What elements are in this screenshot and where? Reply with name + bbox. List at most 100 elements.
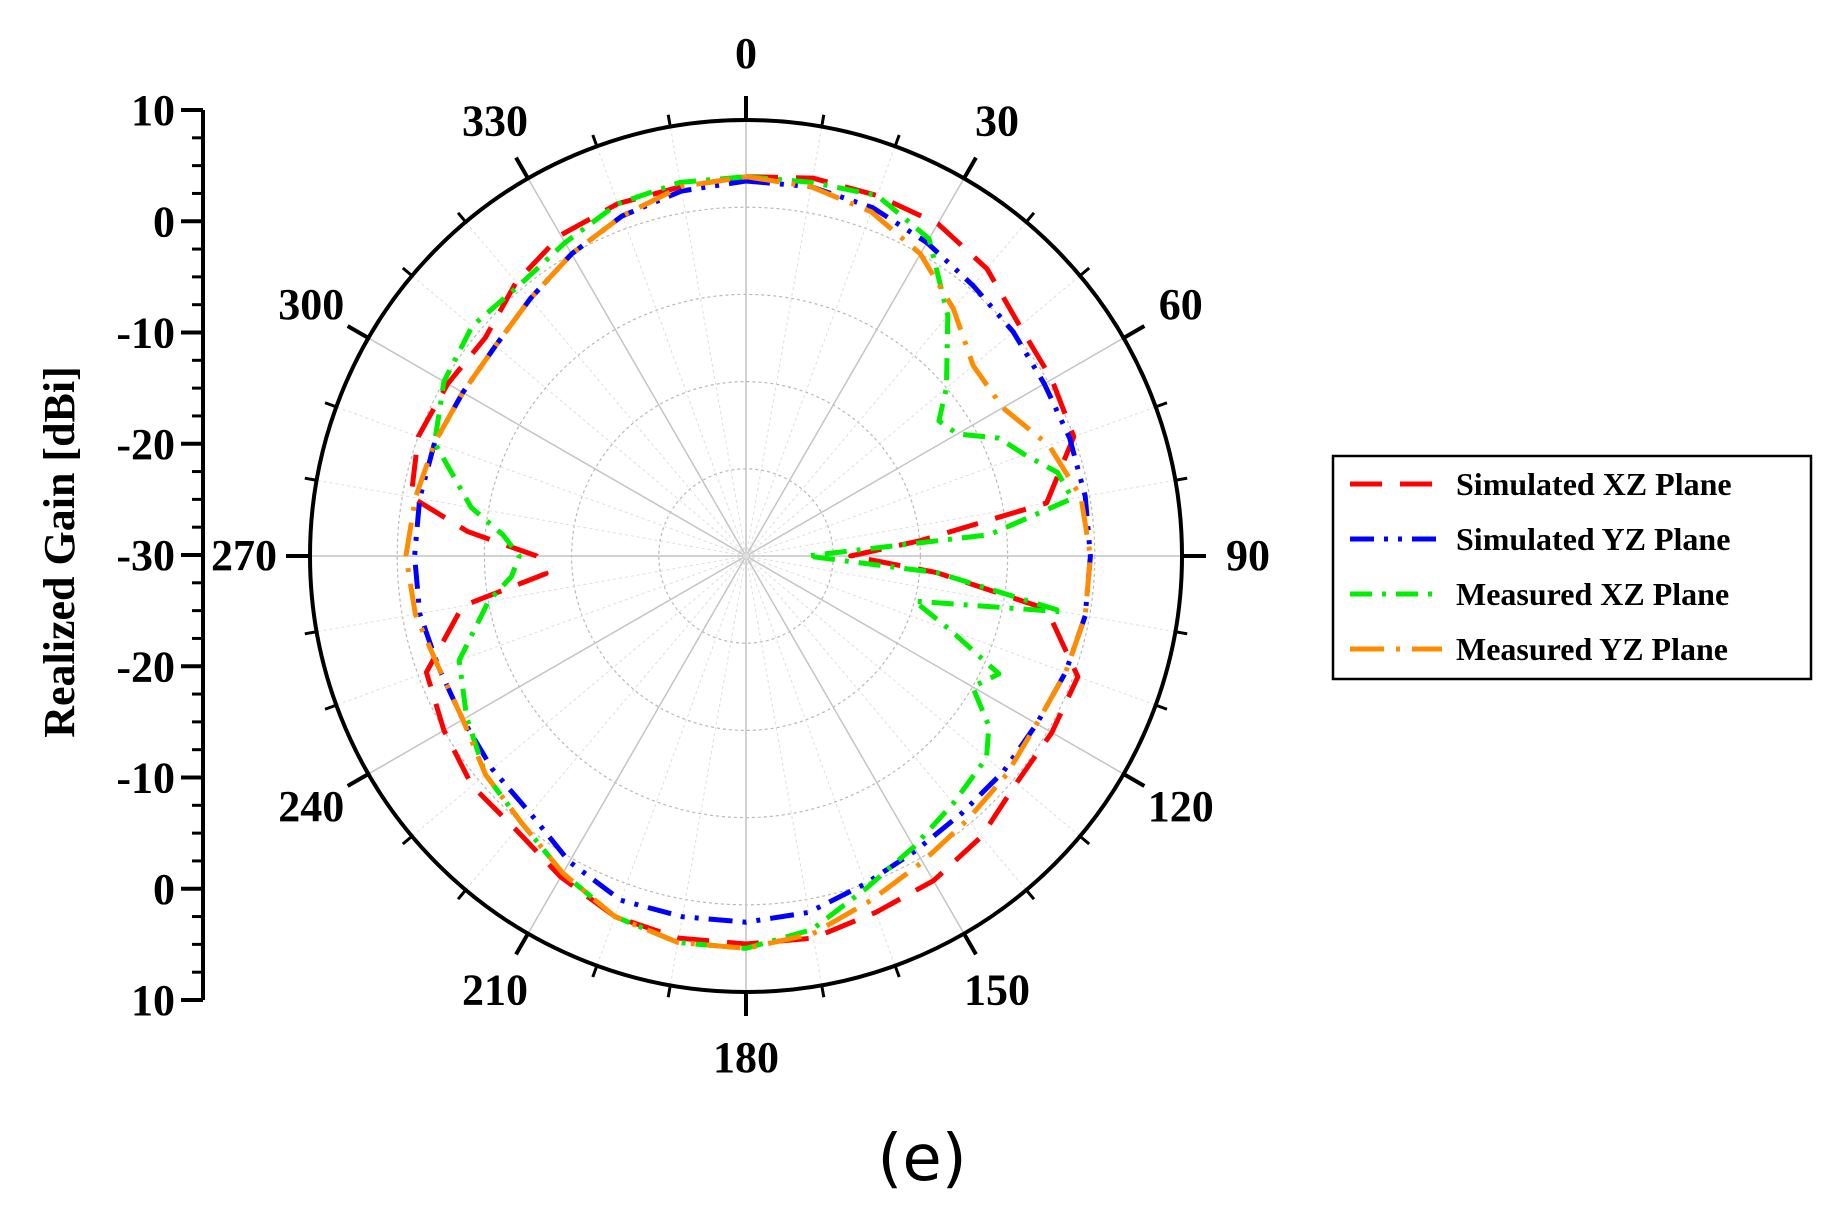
radial-tick-label-7: 0 <box>153 865 175 914</box>
angle-tick-minor-70 <box>1155 401 1168 409</box>
grid-minor-spoke-50 <box>745 275 1081 557</box>
radial-tick-label-5: -20 <box>116 642 175 691</box>
angle-label-0: 0 <box>735 29 757 78</box>
angle-tick-minor-170 <box>820 985 826 998</box>
grid-spoke-150 <box>745 555 965 934</box>
legend-label-2: Simulated YZ Plane <box>1456 521 1730 557</box>
figure-caption: (e) <box>877 1122 966 1196</box>
legend-box <box>1331 454 1813 681</box>
angle-tick-minor-230 <box>401 835 413 846</box>
series-line-3 <box>432 174 1075 951</box>
series-layer <box>403 174 1093 951</box>
grid-minor-spoke-290 <box>336 406 747 557</box>
grid-spoke-300 <box>368 337 747 557</box>
radial-tick-label-0: 10 <box>131 86 175 135</box>
radial-tick-label-2: -10 <box>116 309 175 358</box>
radial-tick-label-3: -20 <box>116 420 175 469</box>
grid-minor-spoke-160 <box>745 555 896 966</box>
grid-minor-spoke-310 <box>411 275 747 557</box>
legend-label-1: Simulated XZ Plane <box>1456 466 1732 502</box>
legend: Simulated XZ Plane Simulated YZ Plane Meas… <box>1331 454 1813 681</box>
grid-spoke-30 <box>745 178 965 557</box>
angle-label-30: 30 <box>975 96 1019 145</box>
angle-label-150: 150 <box>964 966 1030 1015</box>
angle-tick-minor-160 <box>893 965 901 978</box>
angle-label-60: 60 <box>1159 280 1203 329</box>
angle-tick-minor-190 <box>666 985 672 998</box>
angle-tick-minor-320 <box>456 211 467 223</box>
angle-tick-minor-280 <box>304 476 317 482</box>
angle-tick-major-150 <box>962 932 978 956</box>
grid-spoke-120 <box>745 555 1124 775</box>
grid-minor-spoke-350 <box>669 126 747 557</box>
grid-minor-spoke-140 <box>745 555 1027 891</box>
angle-tick-minor-130 <box>1079 835 1091 846</box>
angle-label-240: 240 <box>278 782 344 831</box>
angle-label-90: 90 <box>1226 531 1270 580</box>
angle-tick-minor-50 <box>1079 266 1091 277</box>
radial-axis: 10 0 -10 -20 -30 -20 -10 0 10 <box>116 86 205 1025</box>
angle-label-270: 270 <box>211 531 277 580</box>
grid-minor-spoke-170 <box>745 555 823 986</box>
angle-tick-major-120 <box>1122 772 1146 788</box>
angle-label-300: 300 <box>278 280 344 329</box>
radial-tick-label-6: -10 <box>116 754 175 803</box>
grid-spoke-240 <box>368 555 747 775</box>
angle-tick-minor-250 <box>324 703 337 711</box>
grid-minor-spoke-110 <box>745 555 1156 706</box>
grid-minor-spoke-70 <box>745 406 1156 557</box>
angle-tick-major-240 <box>346 772 370 788</box>
legend-label-4: Measured YZ Plane <box>1456 631 1728 667</box>
angle-tick-major-330 <box>514 156 530 180</box>
grid-minor-spoke-190 <box>669 555 747 986</box>
angle-label-210: 210 <box>462 966 528 1015</box>
angle-tick-minor-110 <box>1155 703 1168 711</box>
grid-spoke-330 <box>527 178 747 557</box>
grid-minor-spoke-80 <box>745 479 1176 557</box>
radial-tick-label-1: 0 <box>153 197 175 246</box>
angle-tick-minor-80 <box>1175 476 1188 482</box>
angle-tick-minor-290 <box>324 401 337 409</box>
angle-tick-minor-100 <box>1175 630 1188 636</box>
legend-label-3: Measured XZ Plane <box>1456 576 1729 612</box>
angle-tick-minor-340 <box>591 134 599 147</box>
angle-tick-minor-40 <box>1025 211 1036 223</box>
grid-minor-spoke-40 <box>745 221 1027 557</box>
angle-tick-minor-260 <box>304 630 317 636</box>
legend-items: Simulated XZ Plane Simulated YZ Plane Meas… <box>1350 466 1732 667</box>
angle-tick-minor-220 <box>456 889 467 901</box>
grid-minor-spoke-220 <box>465 555 747 891</box>
grid-minor-spoke-230 <box>411 555 747 837</box>
y-axis-label: Realized Gain [dBi] <box>35 366 84 738</box>
series-line-2 <box>412 178 1093 925</box>
grid-minor-spoke-200 <box>596 555 747 966</box>
grid-spoke-210 <box>527 555 747 934</box>
grid-minor-spoke-20 <box>745 146 896 557</box>
angle-tick-major-30 <box>962 156 978 180</box>
grid-minor-spoke-280 <box>316 479 747 557</box>
angle-tick-minor-350 <box>666 114 672 127</box>
radial-tick-label-4: -30 <box>116 531 175 580</box>
angle-tick-major-60 <box>1122 324 1146 340</box>
series-line-1 <box>408 174 1081 947</box>
angle-label-120: 120 <box>1148 782 1214 831</box>
angle-labels: 0 30 60 90 120 150 180 210 240 270 300 330 <box>211 29 1270 1082</box>
polar-grid <box>286 96 1206 1016</box>
angle-tick-minor-140 <box>1025 889 1036 901</box>
angle-tick-major-300 <box>346 324 370 340</box>
angle-tick-minor-310 <box>401 266 413 277</box>
grid-spoke-60 <box>745 337 1124 557</box>
radial-tick-label-8: 10 <box>131 976 175 1025</box>
angle-label-330: 330 <box>462 96 528 145</box>
angle-tick-major-210 <box>514 932 530 956</box>
angle-tick-minor-20 <box>893 134 901 147</box>
grid-minor-spoke-130 <box>745 555 1081 837</box>
grid-minor-spoke-10 <box>745 126 823 557</box>
grid-minor-spoke-100 <box>745 555 1176 633</box>
grid-minor-spoke-250 <box>336 555 747 706</box>
angle-label-180: 180 <box>713 1033 779 1082</box>
angle-tick-minor-10 <box>820 114 826 127</box>
grid-minor-spoke-320 <box>465 221 747 557</box>
angle-tick-minor-200 <box>591 965 599 978</box>
